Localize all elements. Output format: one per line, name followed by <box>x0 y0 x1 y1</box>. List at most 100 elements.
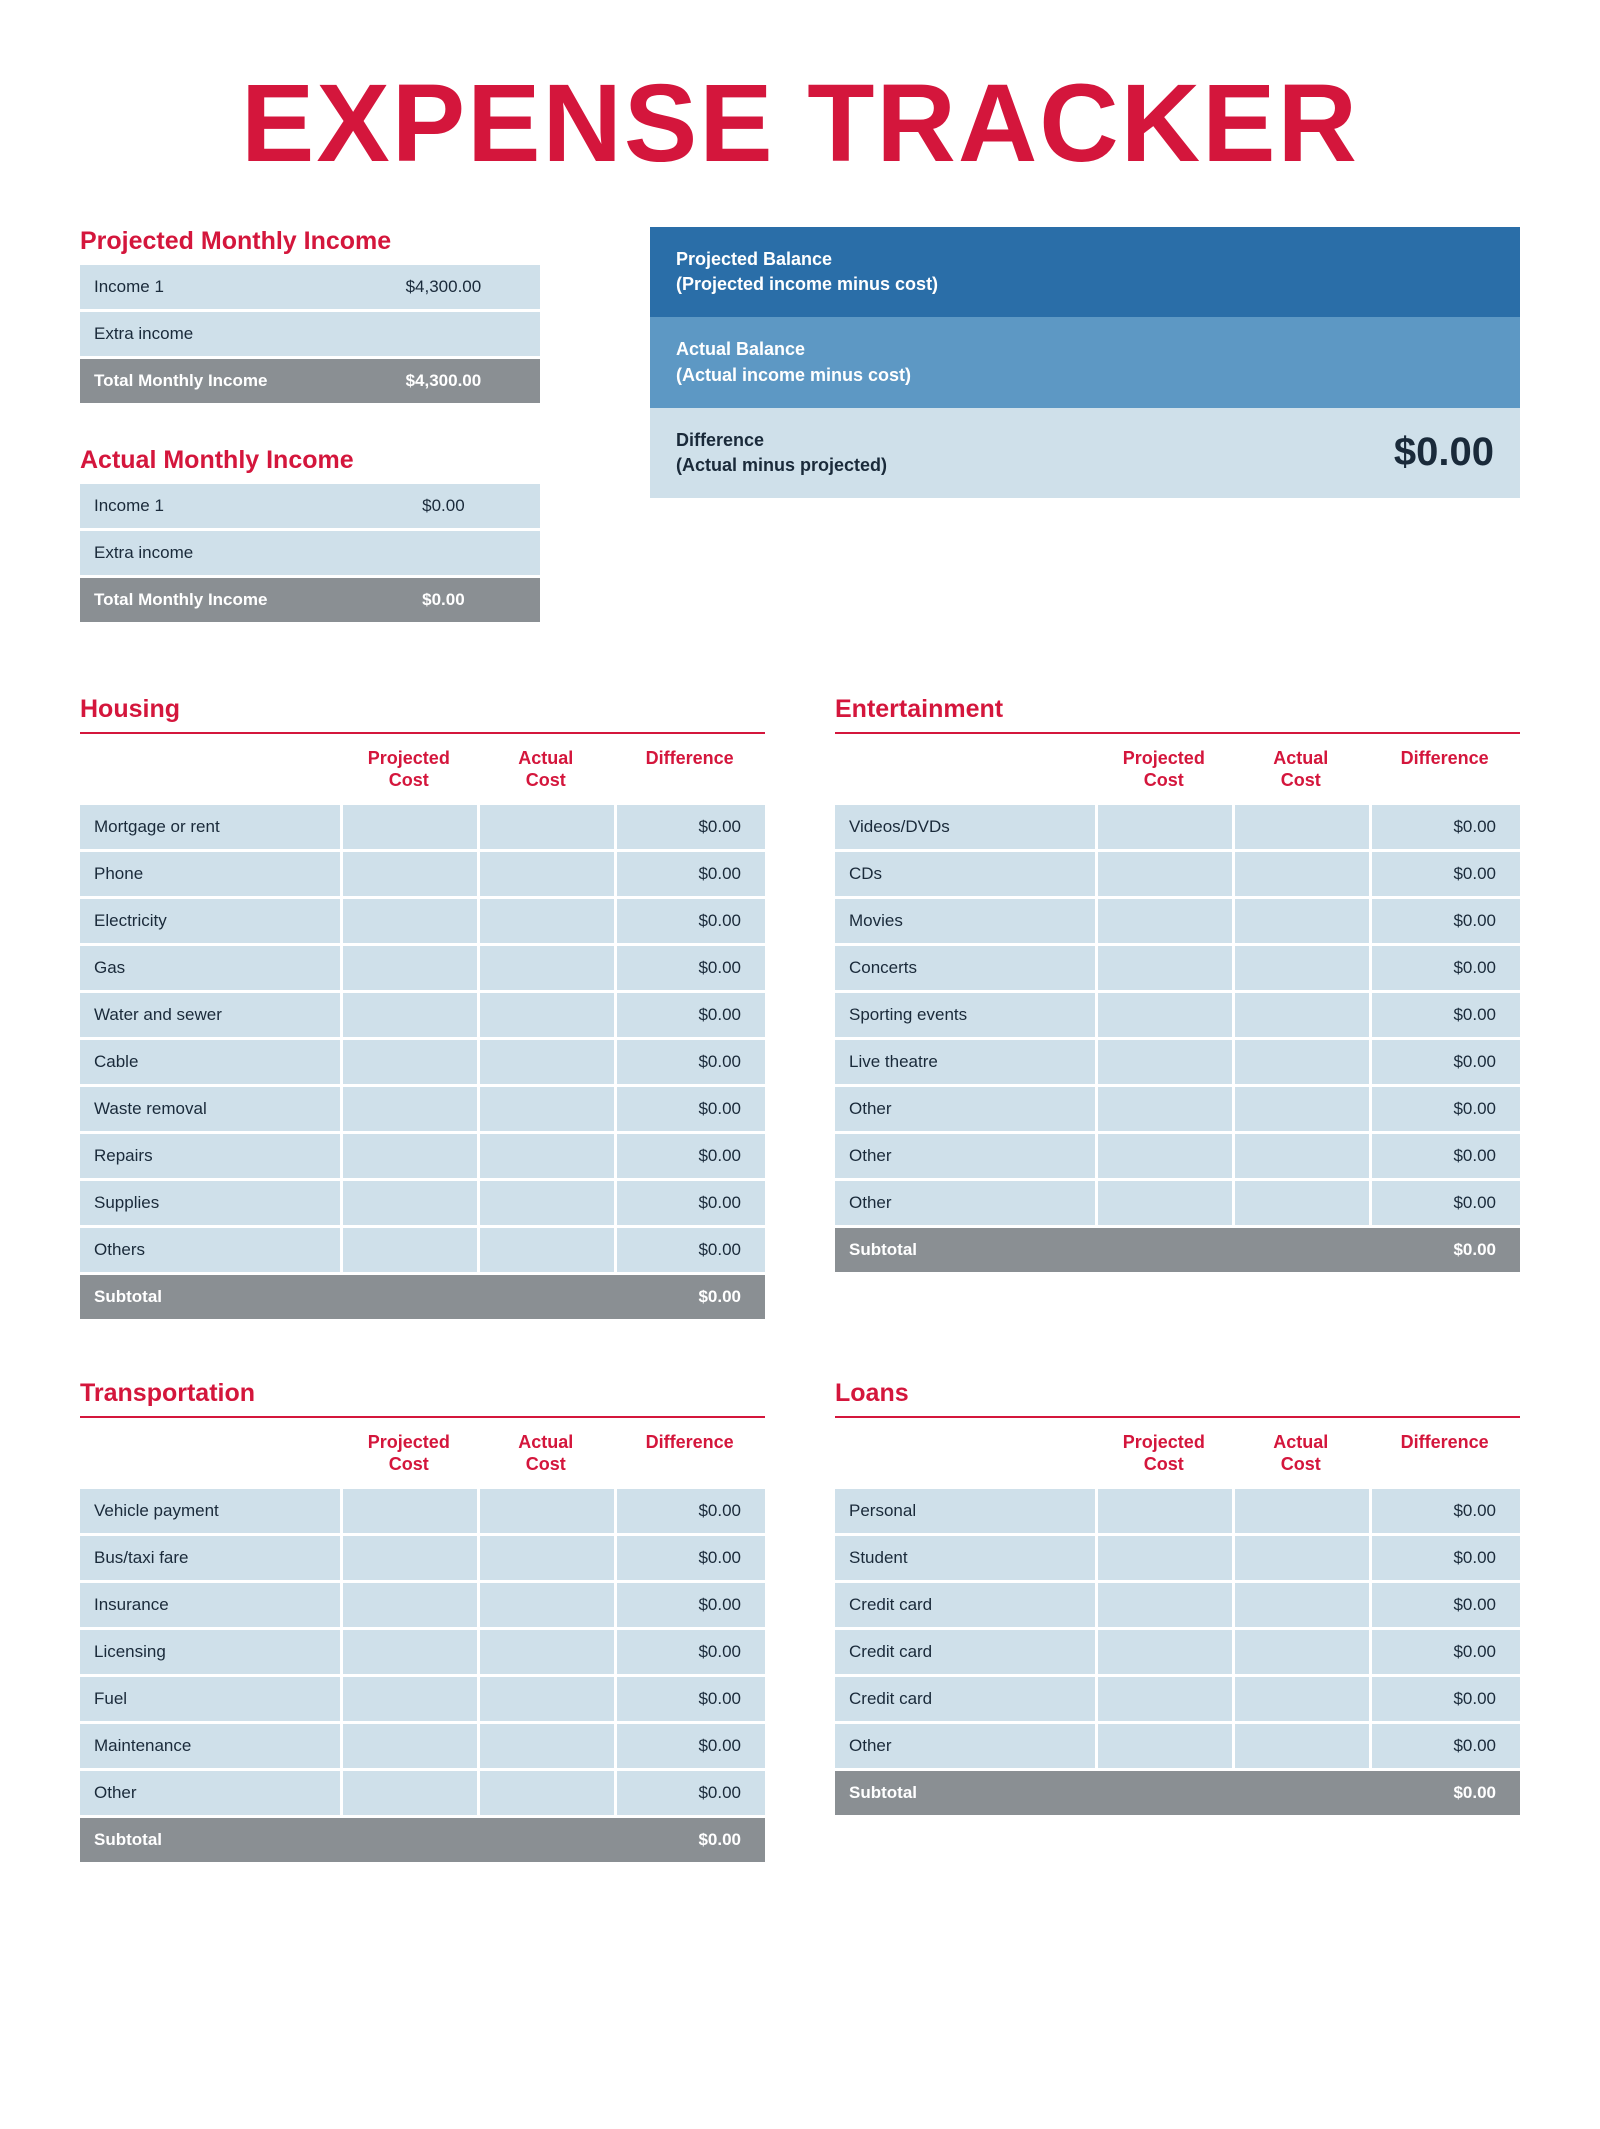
row-difference: $0.00 <box>614 1771 765 1815</box>
row-projected <box>1095 805 1232 849</box>
row-projected <box>1095 1040 1232 1084</box>
row-actual <box>477 946 614 990</box>
col-header-difference: Difference <box>614 748 765 791</box>
category-row: Electricity$0.00 <box>80 899 765 943</box>
row-projected <box>340 1489 477 1533</box>
category-row: Other$0.00 <box>835 1134 1520 1178</box>
row-actual <box>1232 1630 1369 1674</box>
category-row: Bus/taxi fare$0.00 <box>80 1536 765 1580</box>
subtotal-label: Subtotal <box>80 1818 340 1862</box>
row-label: Other <box>835 1087 1095 1131</box>
projected-income-block: Projected Monthly Income Income 1 $4,300… <box>80 227 540 406</box>
col-header-difference: Difference <box>1369 748 1520 791</box>
category-subtotal-row: Subtotal$0.00 <box>835 1771 1520 1815</box>
col-header-difference: Difference <box>1369 1432 1520 1475</box>
row-projected <box>340 1228 477 1272</box>
income-total-label: Total Monthly Income <box>80 578 347 622</box>
income-row-value: $0.00 <box>347 484 540 528</box>
row-difference: $0.00 <box>614 805 765 849</box>
subtotal-difference: $0.00 <box>614 1818 765 1862</box>
row-difference: $0.00 <box>1369 1630 1520 1674</box>
row-actual <box>477 1771 614 1815</box>
row-label: Other <box>80 1771 340 1815</box>
row-projected <box>340 899 477 943</box>
category-row: Gas$0.00 <box>80 946 765 990</box>
row-difference: $0.00 <box>1369 946 1520 990</box>
income-total-label: Total Monthly Income <box>80 359 347 403</box>
row-difference: $0.00 <box>1369 1181 1520 1225</box>
row-label: Repairs <box>80 1134 340 1178</box>
col-header-projected: ProjectedCost <box>1095 1432 1232 1475</box>
row-actual <box>477 1536 614 1580</box>
category-row: Videos/DVDs$0.00 <box>835 805 1520 849</box>
difference-balance-row: Difference (Actual minus projected) $0.0… <box>650 408 1520 498</box>
row-difference: $0.00 <box>614 899 765 943</box>
row-label: Credit card <box>835 1630 1095 1674</box>
row-label: Credit card <box>835 1583 1095 1627</box>
row-actual <box>1232 1724 1369 1768</box>
row-actual <box>477 1630 614 1674</box>
row-difference: $0.00 <box>614 1134 765 1178</box>
row-actual <box>1232 946 1369 990</box>
row-difference: $0.00 <box>1369 1134 1520 1178</box>
subtotal-difference: $0.00 <box>1369 1228 1520 1272</box>
row-projected <box>340 1583 477 1627</box>
row-projected <box>340 805 477 849</box>
row-difference: $0.00 <box>614 1583 765 1627</box>
projected-income-table: Income 1 $4,300.00 Extra income Total Mo… <box>80 262 540 406</box>
income-row-value <box>347 312 540 356</box>
row-actual <box>477 1087 614 1131</box>
row-difference: $0.00 <box>614 1489 765 1533</box>
row-label: Others <box>80 1228 340 1272</box>
row-label: Fuel <box>80 1677 340 1721</box>
category-row: Student$0.00 <box>835 1536 1520 1580</box>
category-title: Transportation <box>80 1379 765 1418</box>
row-label: Gas <box>80 946 340 990</box>
row-label: Water and sewer <box>80 993 340 1037</box>
category-row: Waste removal$0.00 <box>80 1087 765 1131</box>
row-label: Personal <box>835 1489 1095 1533</box>
row-projected <box>1095 899 1232 943</box>
category-row: Repairs $0.00 <box>80 1134 765 1178</box>
subtotal-label: Subtotal <box>835 1228 1095 1272</box>
category-title: Entertainment <box>835 695 1520 734</box>
row-projected <box>1095 852 1232 896</box>
actual-income-heading: Actual Monthly Income <box>80 446 540 475</box>
col-header-blank <box>80 748 340 791</box>
category-body: Mortgage or rent$0.00Phone$0.00Electrici… <box>80 805 765 1319</box>
income-row-value <box>347 531 540 575</box>
row-difference: $0.00 <box>614 1228 765 1272</box>
categories-grid: HousingProjectedCostActualCostDifference… <box>80 695 1520 1862</box>
subtotal-actual <box>1232 1228 1369 1272</box>
row-difference: $0.00 <box>1369 993 1520 1037</box>
col-header-difference: Difference <box>614 1432 765 1475</box>
category-row: Phone$0.00 <box>80 852 765 896</box>
page-title: EXPENSE TRACKER <box>80 60 1520 187</box>
table-row: Income 1 $0.00 <box>80 484 540 528</box>
row-difference: $0.00 <box>614 1040 765 1084</box>
subtotal-difference: $0.00 <box>1369 1771 1520 1815</box>
row-actual <box>477 805 614 849</box>
actual-income-table: Income 1 $0.00 Extra income Total Monthl… <box>80 481 540 625</box>
income-total-value: $0.00 <box>347 578 540 622</box>
row-actual <box>1232 1489 1369 1533</box>
top-section: Projected Monthly Income Income 1 $4,300… <box>80 227 1520 625</box>
category-row: Mortgage or rent$0.00 <box>80 805 765 849</box>
category-row: Personal$0.00 <box>835 1489 1520 1533</box>
table-row: Income 1 $4,300.00 <box>80 265 540 309</box>
category-body: Vehicle payment$0.00Bus/taxi fare$0.00In… <box>80 1489 765 1862</box>
row-actual <box>477 993 614 1037</box>
category-row: CDs$0.00 <box>835 852 1520 896</box>
category-block: TransportationProjectedCostActualCostDif… <box>80 1379 765 1862</box>
row-projected <box>340 1630 477 1674</box>
row-label: Sporting events <box>835 993 1095 1037</box>
row-actual <box>1232 1677 1369 1721</box>
difference-balance-value: $0.00 <box>1394 430 1494 475</box>
row-label: Maintenance <box>80 1724 340 1768</box>
row-label: Videos/DVDs <box>835 805 1095 849</box>
subtotal-projected <box>1095 1771 1232 1815</box>
category-row: Credit card$0.00 <box>835 1583 1520 1627</box>
row-projected <box>1095 1677 1232 1721</box>
table-row: Extra income <box>80 312 540 356</box>
col-header-actual: ActualCost <box>477 748 614 791</box>
